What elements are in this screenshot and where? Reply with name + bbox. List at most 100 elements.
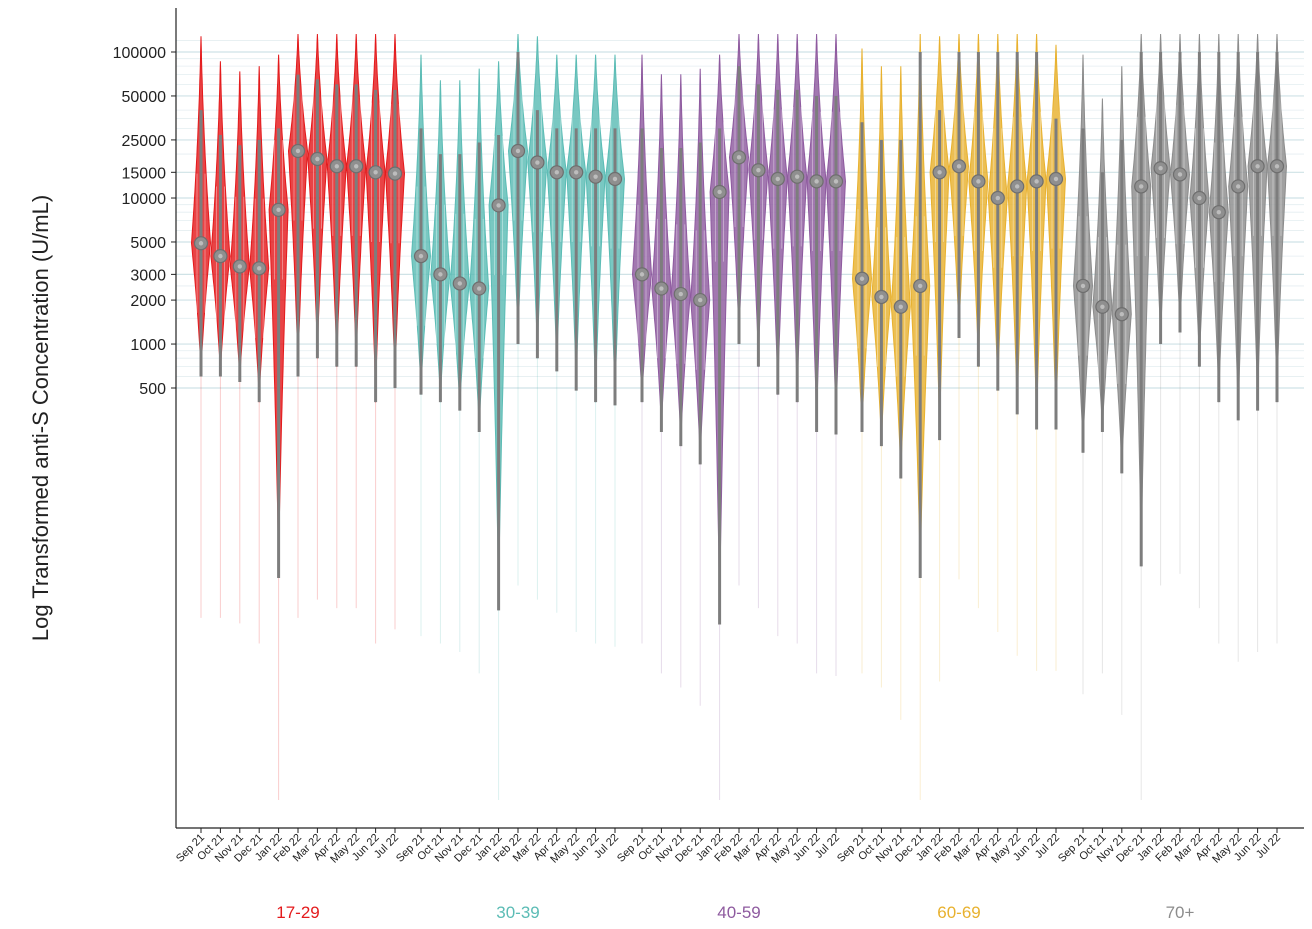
median-point-core — [814, 179, 819, 184]
median-point-core — [698, 297, 703, 303]
violin — [651, 74, 672, 674]
median-point-core — [1015, 184, 1020, 189]
violin — [948, 33, 970, 580]
violin — [1189, 33, 1210, 609]
median-point-core — [1236, 184, 1241, 189]
y-tick-label: 10000 — [122, 191, 167, 208]
violin — [210, 61, 231, 618]
median-point-core — [879, 294, 884, 300]
violin — [709, 54, 730, 800]
y-ticks: 500 1000 2000 3000 5000 10000 15000 25000 50000 1… — [113, 45, 176, 398]
median-point-core — [1034, 179, 1039, 184]
median-point-core — [1255, 164, 1260, 169]
median-point-core — [678, 291, 683, 297]
violin — [585, 54, 606, 644]
violin — [1007, 33, 1028, 656]
median-point-core — [418, 253, 424, 259]
violin — [806, 33, 827, 674]
violin — [871, 66, 892, 688]
violin — [307, 33, 328, 600]
median-point-core — [354, 164, 359, 169]
median-point-core — [257, 266, 262, 271]
violin — [631, 54, 653, 644]
median-point-core — [276, 207, 281, 213]
median-point-core — [315, 156, 320, 162]
violin — [825, 33, 847, 676]
violin — [287, 33, 309, 618]
median-point-core — [535, 160, 540, 165]
violin — [748, 33, 769, 609]
y-tick-label: 25000 — [122, 133, 167, 150]
median-point-core — [593, 174, 598, 179]
median-point-core — [477, 286, 482, 291]
violin — [1072, 54, 1094, 695]
violin — [430, 80, 451, 644]
y-tick-label: 15000 — [122, 165, 167, 182]
violin — [566, 54, 587, 632]
median-point-core — [775, 176, 780, 182]
violin — [1131, 33, 1152, 800]
violin — [728, 33, 750, 586]
violin — [469, 68, 490, 674]
median-point-core — [295, 148, 301, 154]
violin — [546, 54, 567, 613]
median-point-core — [554, 170, 559, 175]
violin — [268, 54, 289, 800]
y-axis-label: Log Transformed anti-S Concentration (U/… — [28, 195, 53, 641]
group-label: 30-39 — [496, 903, 539, 922]
violin — [1150, 33, 1171, 586]
group-label: 40-59 — [717, 903, 760, 922]
violin — [365, 33, 386, 644]
median-point-core — [1216, 209, 1222, 215]
violin — [604, 54, 626, 647]
median-point-core — [937, 170, 942, 175]
violin — [229, 71, 250, 624]
median-point-core — [612, 176, 618, 182]
violin — [1169, 33, 1191, 574]
violin — [488, 61, 509, 800]
violin — [929, 36, 950, 682]
median-point-core — [898, 304, 903, 309]
median-point-core — [457, 281, 462, 286]
median-point-core — [218, 253, 223, 259]
median-point-core — [976, 179, 981, 184]
median-point-core — [859, 276, 865, 281]
median-point-core — [717, 189, 722, 195]
median-point-core — [956, 164, 962, 169]
violin — [384, 33, 406, 630]
median-point-core — [1197, 195, 1202, 201]
violin — [987, 33, 1008, 632]
violin — [1247, 33, 1268, 653]
median-point-core — [659, 286, 664, 291]
median-point-core — [334, 164, 339, 169]
violin — [249, 66, 270, 644]
median-point-core — [1274, 164, 1280, 169]
violin — [910, 33, 931, 800]
y-tick-label: 3000 — [130, 267, 166, 284]
violin — [787, 33, 808, 644]
violin — [1266, 33, 1288, 644]
group-labels: 17-29 30-39 40-59 60-69 70+ — [276, 903, 1194, 922]
violin — [1045, 44, 1067, 671]
y-tick-label: 500 — [139, 381, 166, 398]
median-point-core — [995, 195, 1000, 201]
violin — [326, 33, 347, 609]
median-point-core — [515, 148, 521, 154]
violin — [670, 74, 691, 688]
violin — [507, 33, 529, 586]
median-point-core — [1119, 312, 1125, 317]
violin — [1111, 66, 1132, 715]
median-point-core — [1080, 283, 1086, 289]
violin — [1208, 33, 1229, 644]
median-point-core — [438, 272, 443, 277]
median-point-core — [756, 168, 761, 173]
median-point-core — [198, 241, 204, 246]
y-tick-label: 5000 — [130, 235, 166, 252]
violin — [1026, 33, 1047, 671]
median-point-core — [574, 170, 579, 175]
group-label: 70+ — [1166, 903, 1195, 922]
y-tick-label: 2000 — [130, 293, 166, 310]
median-point-core — [1100, 304, 1105, 309]
median-point-core — [639, 272, 645, 277]
